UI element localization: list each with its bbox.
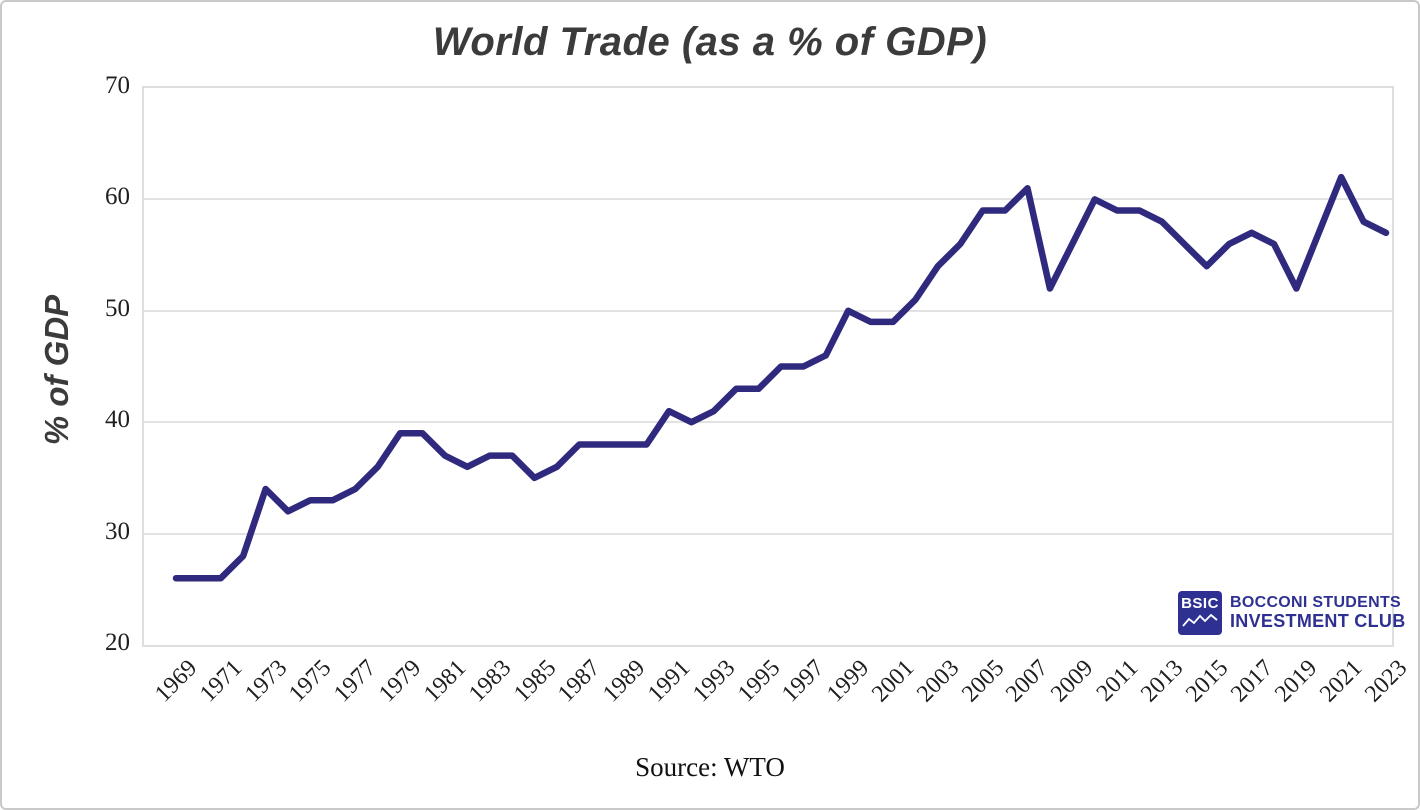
bsic-logo-line2: INVESTMENT CLUB: [1230, 610, 1406, 631]
bsic-logo-zigzag-icon: [1182, 613, 1218, 627]
x-tick-label: 1969: [150, 655, 203, 708]
y-tick-label: 40: [105, 406, 130, 434]
gridline: [144, 309, 1392, 312]
x-tick-label: 2005: [956, 655, 1010, 708]
bsic-logo: BSIC BOCCONI STUDENTS INVESTMENT CLUB: [1178, 591, 1406, 635]
x-tick-label: 1983: [463, 655, 517, 708]
x-tick-label: 1979: [374, 655, 427, 708]
x-tick-label: 1991: [643, 655, 696, 708]
x-tick-label: 1987: [553, 655, 606, 708]
x-tick-label: 2009: [1046, 655, 1099, 708]
y-tick-label: 50: [105, 294, 130, 322]
x-tick-label: 1975: [284, 655, 337, 708]
bsic-logo-line1: BOCCONI STUDENTS: [1230, 594, 1402, 612]
chart-title: World Trade (as a % of GDP): [432, 20, 988, 64]
trade-line: [172, 173, 1390, 582]
x-tick-label: 2023: [1360, 655, 1413, 708]
x-tick-label: 1977: [329, 655, 382, 708]
plot-area: [142, 86, 1394, 647]
trade-line-svg: [172, 173, 1390, 582]
x-tick-label: 1973: [239, 655, 293, 708]
x-tick-label: 1989: [598, 655, 651, 708]
x-tick-label: 1985: [508, 655, 561, 708]
y-tick-label: 70: [105, 72, 130, 99]
x-tick-label: 1999: [822, 655, 875, 708]
x-tick-label: 2001: [867, 655, 920, 708]
y-tick-label: 20: [105, 629, 130, 656]
bsic-logo-abbr: BSIC: [1181, 595, 1219, 612]
y-tick-label: 30: [105, 517, 130, 545]
x-tick-label: 2021: [1315, 655, 1368, 708]
x-tick-label: 2015: [1180, 655, 1234, 708]
source-note: Source: WTO: [635, 752, 785, 782]
x-tick-label: 1993: [687, 655, 741, 708]
x-tick-label: 2017: [1225, 655, 1278, 708]
x-tick-label: 2011: [1091, 655, 1144, 707]
gridline: [144, 532, 1392, 535]
x-tick-label: 2019: [1270, 655, 1323, 708]
x-tick-label: 2007: [1001, 655, 1054, 708]
y-tick-label: 60: [105, 183, 130, 211]
bsic-logo-mark: BSIC: [1178, 591, 1222, 635]
gridline: [144, 198, 1392, 201]
x-tick-label: 1981: [418, 655, 472, 708]
x-tick-label: 1997: [777, 655, 830, 708]
gridline: [144, 421, 1392, 424]
bsic-logo-text: BOCCONI STUDENTS INVESTMENT CLUB: [1230, 594, 1406, 631]
x-tick-label: 2013: [1135, 655, 1189, 708]
x-tick-label: 1995: [732, 655, 785, 708]
x-tick-label: 1971: [194, 655, 248, 708]
x-tick-label: 2003: [911, 655, 965, 708]
